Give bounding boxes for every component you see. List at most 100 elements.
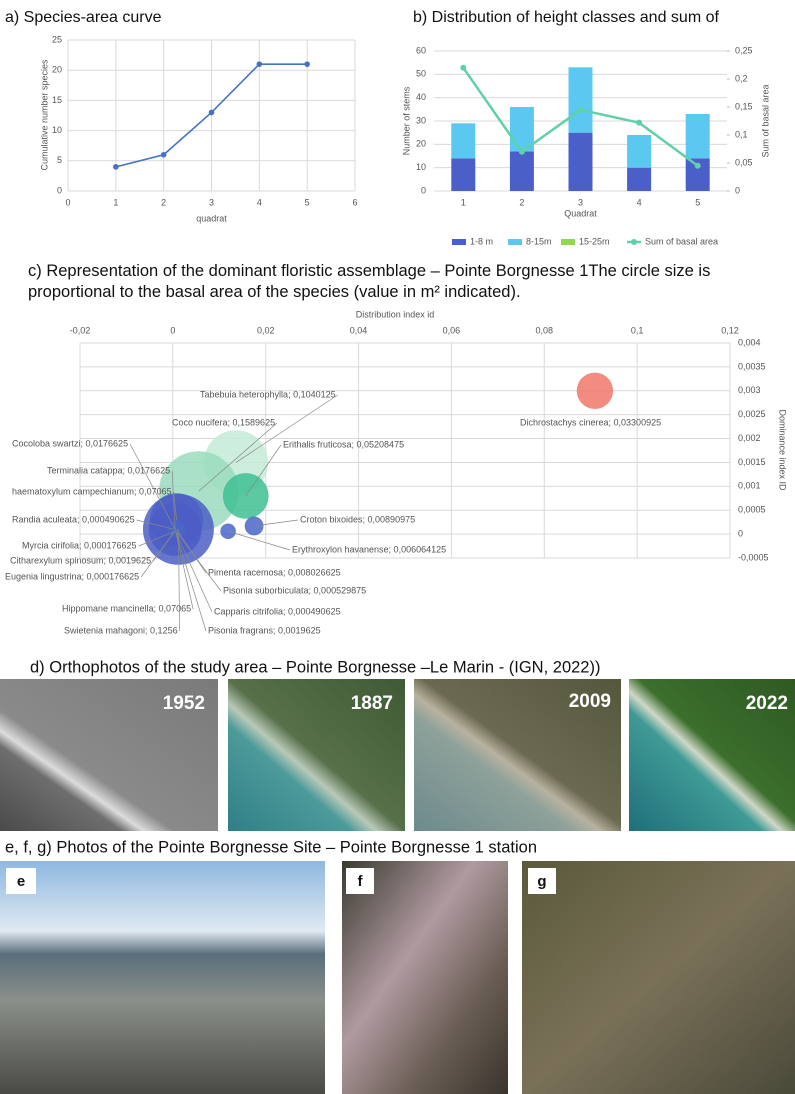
y-tick-label: 20 — [416, 139, 426, 149]
point-label: Citharexylum spinosum; 0,0019625 — [10, 555, 151, 565]
point-label: Terminalia catappa; 0,0176625 — [47, 465, 170, 475]
chart-title: b) Distribution of height classes and su… — [413, 9, 719, 26]
point-label: Dichrostachys cinerea; 0,03300925 — [520, 417, 661, 427]
chart-title: c) Representation of the dominant floris… — [28, 261, 780, 303]
y-tick-label: 0,0005 — [738, 505, 766, 515]
bubble — [223, 473, 269, 519]
x-tick-label: 2 — [519, 197, 524, 207]
point-label: Croton bixoides; 0,00890975 — [300, 514, 415, 524]
point-label: Swietenia mahagoni; 0,1256 — [64, 625, 178, 635]
legend-swatch — [561, 239, 575, 245]
y-tick-label: 15 — [52, 95, 62, 105]
x-tick-label: 2 — [161, 197, 166, 207]
y-tick-label: 20 — [52, 65, 62, 75]
data-point — [304, 61, 310, 67]
point-label: Capparis citrifolia; 0,000490625 — [214, 606, 341, 616]
site-photo — [342, 861, 508, 1094]
legend-swatch — [508, 239, 522, 245]
x-tick-label: 5 — [695, 197, 700, 207]
photo-year: 1952 — [163, 693, 205, 714]
point-label: Myrcia cirifolia; 0,000176625 — [22, 540, 137, 550]
point-label: Cocoloba swartzi; 0,0176625 — [12, 438, 128, 448]
site-photo — [0, 861, 325, 1094]
x-tick-label: 6 — [352, 197, 357, 207]
y-tick-label: 30 — [416, 115, 426, 125]
photo-year: 1887 — [351, 693, 393, 714]
x-tick-label: 0 — [65, 197, 70, 207]
y-tick-label: 0,004 — [738, 337, 761, 347]
y-tick-label: 0,001 — [738, 481, 761, 491]
data-point — [695, 163, 701, 169]
point-label: haematoxylum campechianum; 0,07065 — [12, 486, 172, 496]
section-title: e, f, g) Photos of the Pointe Borgnesse … — [5, 838, 537, 856]
y2-tick-label: 0,15 — [735, 101, 753, 111]
chart-title: a) Species-area curve — [5, 9, 162, 26]
data-point — [460, 65, 466, 71]
point-label: Coco nucifera; 0,1589625 — [172, 417, 275, 427]
x-tick-label: -0,02 — [70, 325, 91, 335]
y-axis-label: Dominance index ID — [778, 409, 788, 491]
x-tick-label: 0,04 — [350, 325, 368, 335]
y2-tick-label: 0,25 — [735, 45, 753, 55]
y-tick-label: 0,0025 — [738, 409, 766, 419]
data-point — [578, 107, 584, 113]
photo-year: 2009 — [569, 691, 611, 712]
point-label: Hippomane mancinella; 0,07065 — [62, 603, 191, 613]
legend-swatch — [631, 239, 637, 245]
y-axis-label: Number of stems — [401, 86, 411, 155]
point-label: Eugenia lingustrina; 0,000176625 — [5, 571, 139, 581]
bar — [569, 133, 593, 191]
point-label: Tabebuia heterophylla; 0,1040125 — [200, 389, 336, 399]
y2-tick-label: 0 — [735, 185, 740, 195]
data-point — [161, 152, 167, 158]
x-tick-label: 3 — [209, 197, 214, 207]
x-tick-label: 0,1 — [631, 325, 644, 335]
point-label: Erythroxylon havanense; 0,006064125 — [292, 544, 446, 554]
x-tick-label: 3 — [578, 197, 583, 207]
x-tick-label: 5 — [305, 197, 310, 207]
bar — [510, 151, 534, 191]
point-label: Pimenta racemosa; 0,008026625 — [208, 567, 341, 577]
y-tick-label: 0,0035 — [738, 361, 766, 371]
y-tick-label: 40 — [416, 92, 426, 102]
y-tick-label: 50 — [416, 69, 426, 79]
legend-label: 8-15m — [526, 236, 552, 246]
y-axis-label: Cumulative number species — [39, 59, 49, 171]
x-tick-label: 0 — [170, 325, 175, 335]
legend-label: Sum of basal area — [645, 236, 718, 246]
legend-label: 1-8 m — [470, 236, 493, 246]
bar — [627, 135, 651, 168]
y2-axis-label: Sum of basal area — [760, 84, 770, 157]
y-tick-label: 0,003 — [738, 385, 761, 395]
leader-line — [236, 395, 338, 462]
x-axis-label: Quadrat — [564, 208, 597, 218]
y-tick-label: 0 — [421, 185, 426, 195]
bubble — [577, 373, 613, 409]
data-point — [519, 149, 525, 155]
point-label: Randia aculeata; 0,000490625 — [12, 514, 135, 524]
x-tick-label: 1 — [113, 197, 118, 207]
photo-label: e — [17, 873, 25, 890]
bar — [627, 168, 651, 191]
legend-label: 15-25m — [579, 236, 610, 246]
bar — [569, 67, 593, 132]
section-title: d) Orthophotos of the study area – Point… — [30, 658, 600, 676]
y-tick-label: 60 — [416, 45, 426, 55]
x-tick-label: 4 — [257, 197, 262, 207]
figure: c) Representation of the dominant floris… — [0, 0, 795, 1094]
page: c) Representation of the dominant floris… — [0, 0, 795, 1094]
x-axis-label: quadrat — [196, 213, 227, 223]
title-box: c) Representation of the dominant floris… — [28, 261, 780, 309]
y-tick-label: 0,002 — [738, 433, 761, 443]
y-tick-label: 10 — [416, 162, 426, 172]
y-tick-label: 10 — [52, 125, 62, 135]
y-tick-label: 5 — [57, 155, 62, 165]
point-label: Pisonia suborbiculata; 0,000529875 — [223, 585, 366, 595]
x-tick-label: 0,06 — [443, 325, 461, 335]
photo-label: g — [537, 873, 546, 890]
x-tick-label: 1 — [461, 197, 466, 207]
site-photo — [522, 861, 795, 1094]
y-tick-label: 0 — [57, 185, 62, 195]
point-label: Erithalis fruticosa; 0,05208475 — [283, 439, 404, 449]
x-tick-label: 0,02 — [257, 325, 275, 335]
